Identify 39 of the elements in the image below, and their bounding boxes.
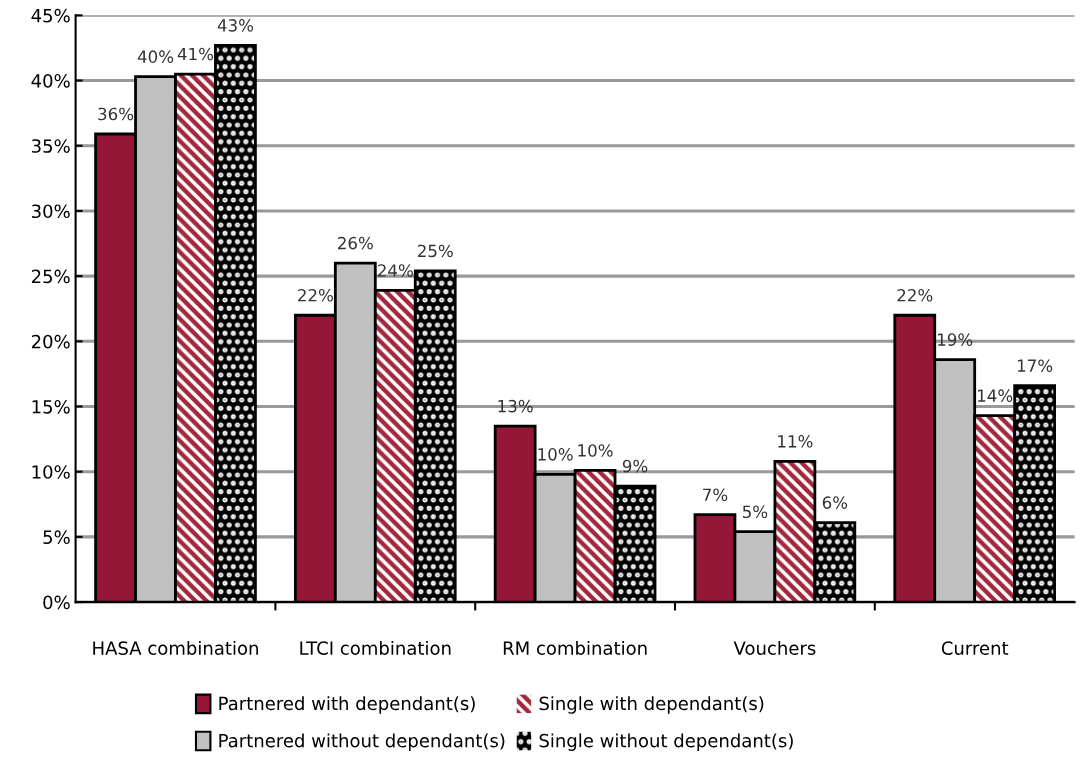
data-label: 24%: [377, 264, 413, 277]
data-label: 41%: [177, 47, 214, 61]
data-label: 10%: [538, 448, 573, 461]
data-label: 14%: [977, 389, 1013, 402]
data-label: 43%: [217, 19, 254, 32]
x-tick-label: RM combination: [503, 640, 647, 655]
data-label: 10%: [578, 444, 613, 457]
y-tick-label: 30%: [31, 204, 70, 219]
data-label: 40%: [137, 50, 174, 63]
y-tick-label: 5%: [43, 530, 70, 545]
y-tick-label: 10%: [32, 465, 70, 479]
data-label: 7%: [703, 488, 728, 502]
legend-label: Partnered with dependant(s): [219, 696, 475, 714]
data-label: 26%: [338, 236, 373, 250]
data-label: 9%: [622, 459, 648, 473]
y-tick-label: 40%: [31, 73, 70, 88]
y-tick-label: 45%: [31, 8, 70, 23]
legend-label: Partnered without dependant(s): [219, 733, 505, 751]
data-label: 11%: [778, 435, 813, 448]
data-label: 22%: [298, 288, 333, 302]
y-tick-label: 0%: [43, 595, 70, 610]
y-tick-label: 20%: [31, 334, 70, 349]
data-label: 25%: [417, 244, 453, 258]
x-tick-label: Vouchers: [733, 640, 816, 655]
x-tick-label: HASA combination: [93, 640, 258, 655]
data-label: 36%: [98, 107, 134, 121]
x-tick-label: Current: [941, 641, 1009, 655]
y-tick-label: 15%: [32, 399, 70, 414]
data-label: 5%: [742, 505, 768, 519]
data-label: 22%: [897, 288, 933, 302]
data-label: 13%: [498, 399, 533, 413]
data-label: 19%: [938, 333, 973, 346]
legend-label: Single without dependant(s): [539, 733, 793, 751]
legend-label: Single with dependant(s): [539, 696, 764, 714]
data-label: 17%: [1017, 359, 1053, 372]
y-tick-label: 25%: [31, 269, 70, 284]
y-tick-label: 35%: [31, 139, 70, 153]
data-label: 6%: [822, 496, 848, 509]
x-tick-label: LTCI combination: [300, 640, 451, 655]
